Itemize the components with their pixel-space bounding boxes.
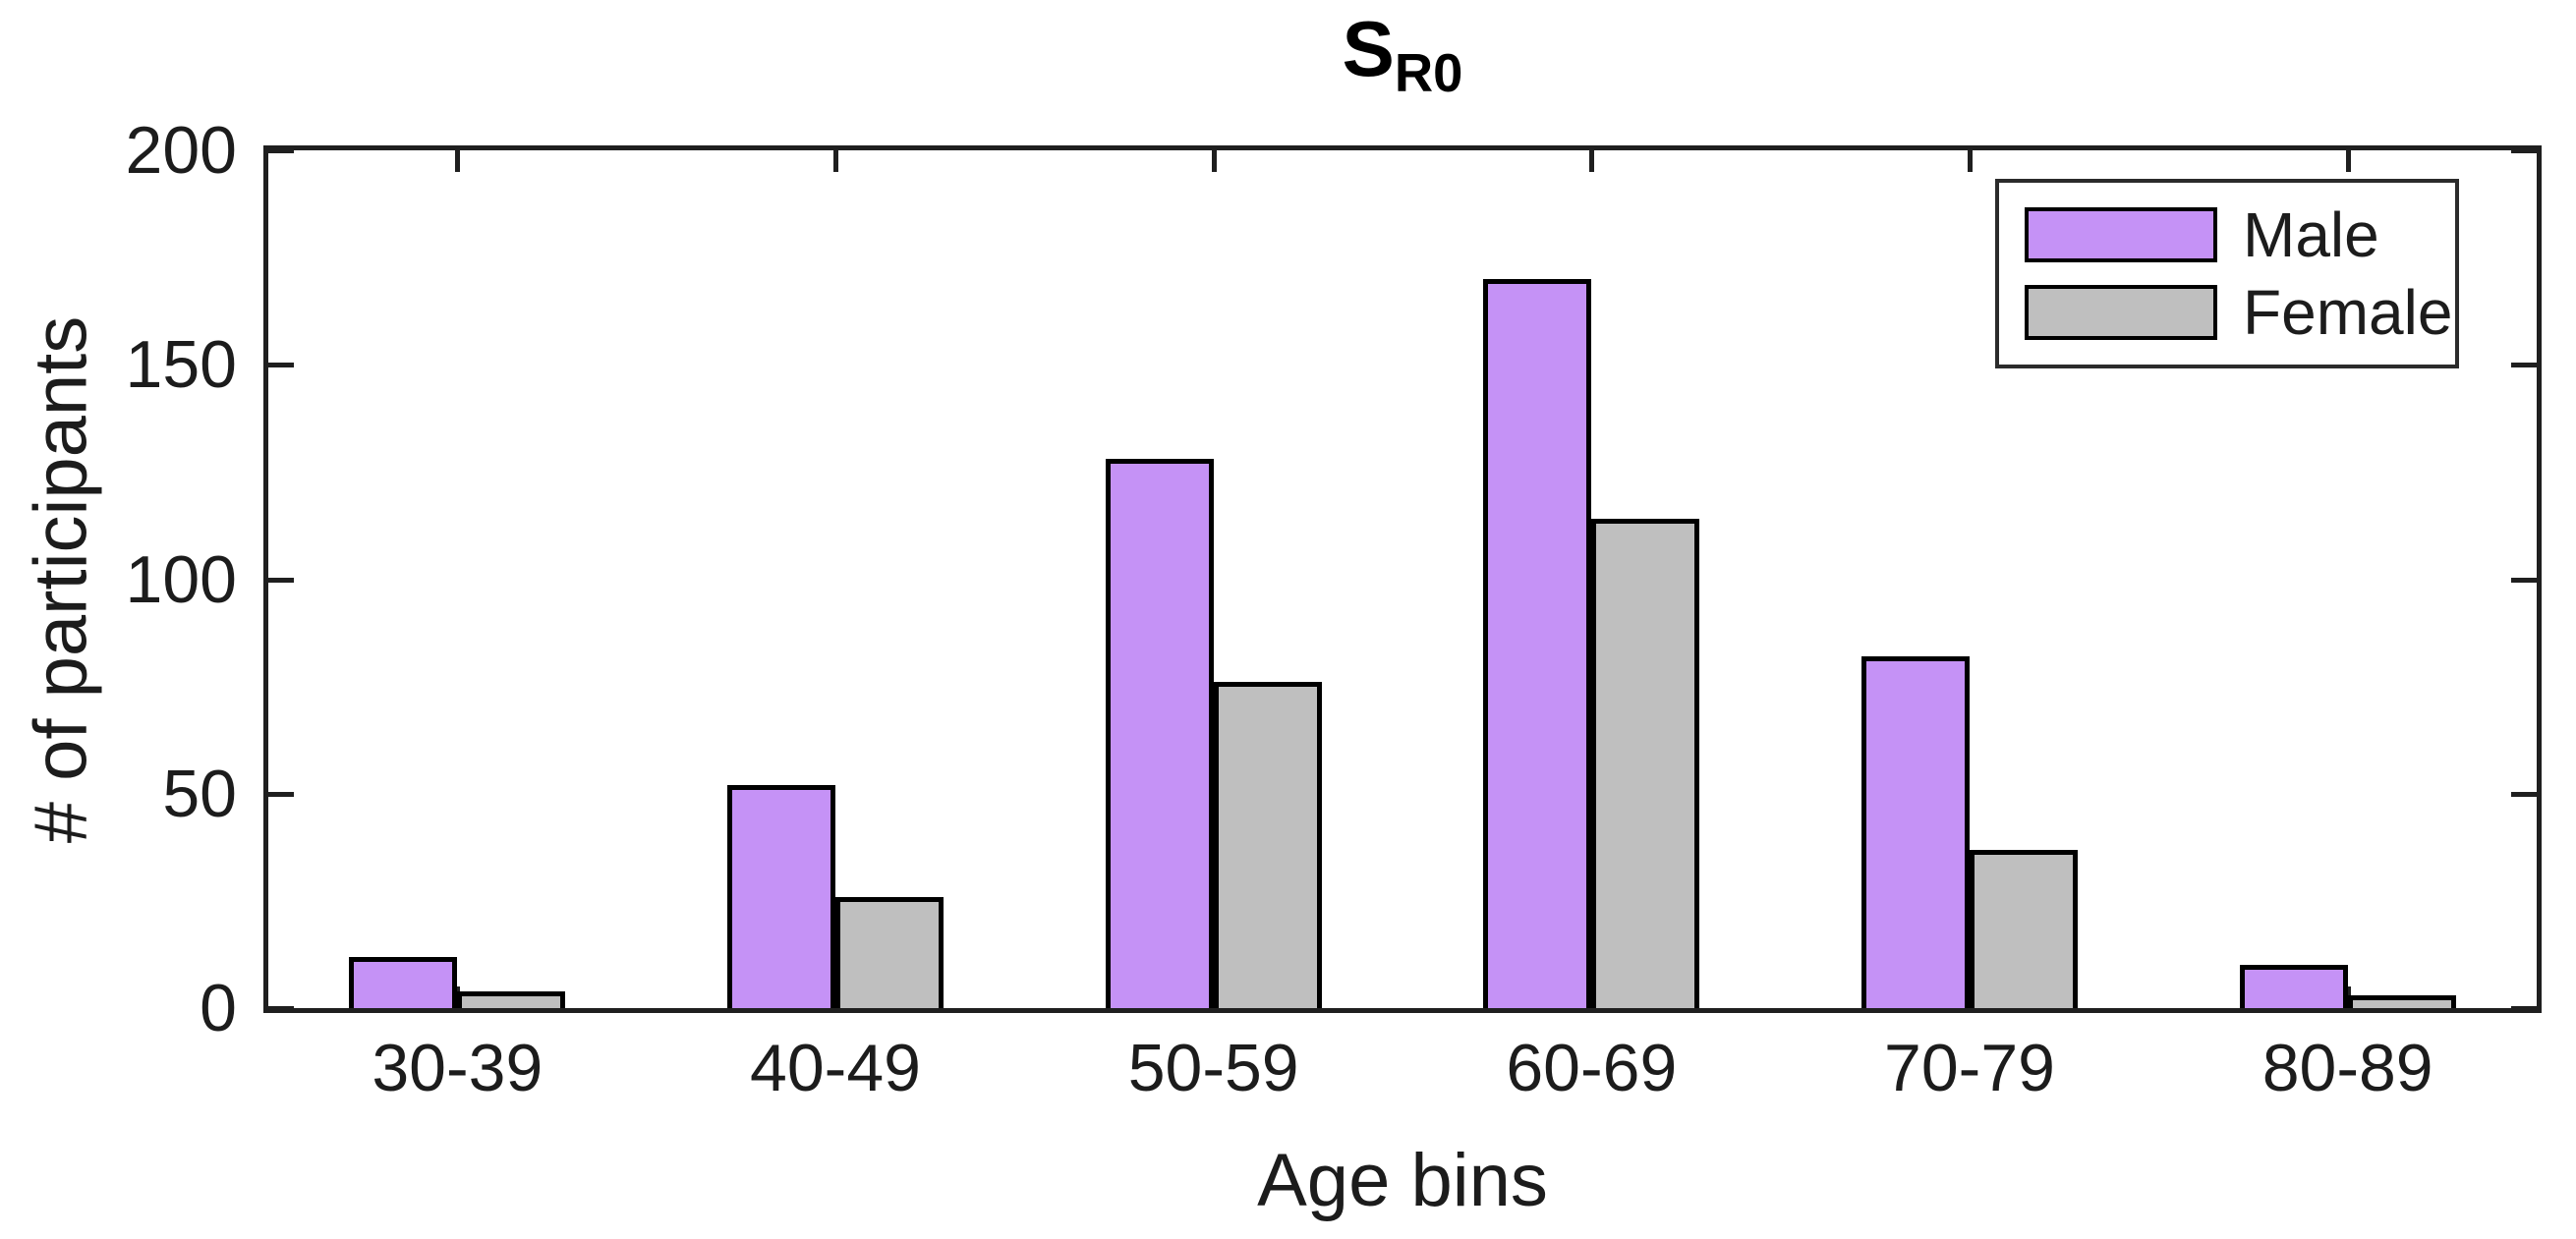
y-tick-right-0 xyxy=(2511,1006,2537,1011)
bar-female-40-49 xyxy=(835,896,944,1008)
bar-male-60-69 xyxy=(1483,278,1592,1008)
x-tick-top-70-79 xyxy=(1968,150,1973,172)
legend: Male Female xyxy=(1995,179,2459,368)
bar-male-30-39 xyxy=(349,956,458,1008)
y-tick-label-200: 200 xyxy=(125,113,237,188)
y-tick-label-50: 50 xyxy=(162,756,237,831)
bar-female-60-69 xyxy=(1591,519,1700,1008)
y-tick-right-150 xyxy=(2511,363,2537,368)
x-tick-top-50-59 xyxy=(1211,150,1217,172)
legend-label-male: Male xyxy=(2243,199,2379,270)
bar-female-70-79 xyxy=(1970,849,2078,1008)
x-tick-top-60-69 xyxy=(1589,150,1595,172)
bar-group-80-89 xyxy=(2158,150,2537,1008)
y-tick-label-0: 0 xyxy=(200,971,237,1045)
y-tick-right-100 xyxy=(2511,577,2537,583)
x-tick-label-30-39: 30-39 xyxy=(372,1031,544,1105)
bar-pair-40-49 xyxy=(727,150,944,1008)
y-axis-label: # of participants xyxy=(19,315,103,844)
bar-pair-70-79 xyxy=(1861,150,2078,1008)
legend-swatch-female xyxy=(2025,285,2217,340)
bar-group-30-39 xyxy=(268,150,647,1008)
bar-female-30-39 xyxy=(457,990,566,1008)
bar-male-70-79 xyxy=(1861,656,1971,1008)
bar-male-40-49 xyxy=(727,785,835,1008)
bar-male-50-59 xyxy=(1105,459,1214,1008)
x-axis-label: Age bins xyxy=(1257,1139,1548,1222)
plot-groups xyxy=(268,150,2537,1008)
y-tick-left-100 xyxy=(268,577,294,583)
bar-group-60-69 xyxy=(1402,150,1781,1008)
y-tick-label-100: 100 xyxy=(125,541,237,617)
x-tick-label-50-59: 50-59 xyxy=(1127,1031,1299,1105)
y-tick-left-200 xyxy=(268,148,294,153)
y-tick-left-50 xyxy=(268,791,294,797)
legend-item-male: Male xyxy=(2025,203,2455,266)
bar-group-70-79 xyxy=(1781,150,2159,1008)
x-tick-top-40-49 xyxy=(833,150,838,172)
legend-item-female: Female xyxy=(2025,281,2455,344)
chart-title-subscript: R0 xyxy=(1394,43,1463,104)
y-tick-label-150: 150 xyxy=(125,327,237,403)
bar-pair-60-69 xyxy=(1483,150,1700,1008)
chart-title-main: S xyxy=(1342,5,1395,92)
x-tick-top-30-39 xyxy=(455,150,461,172)
bar-group-50-59 xyxy=(1024,150,1402,1008)
bar-female-80-89 xyxy=(2347,994,2456,1008)
y-tick-right-200 xyxy=(2511,148,2537,153)
bar-pair-30-39 xyxy=(349,150,566,1008)
y-tick-left-0 xyxy=(268,1006,294,1011)
legend-swatch-male xyxy=(2025,207,2217,262)
y-tick-left-150 xyxy=(268,363,294,368)
legend-label-female: Female xyxy=(2243,277,2453,348)
y-tick-right-50 xyxy=(2511,791,2537,797)
x-tick-label-80-89: 80-89 xyxy=(2261,1031,2433,1105)
x-tick-label-60-69: 60-69 xyxy=(1506,1031,1678,1105)
bar-group-40-49 xyxy=(647,150,1025,1008)
bar-male-80-89 xyxy=(2239,965,2348,1008)
bar-pair-50-59 xyxy=(1105,150,1322,1008)
x-tick-label-40-49: 40-49 xyxy=(750,1031,921,1105)
bar-pair-80-89 xyxy=(2239,150,2456,1008)
bar-female-50-59 xyxy=(1213,682,1322,1008)
chart-title: SR0 xyxy=(263,5,2542,103)
x-tick-label-70-79: 70-79 xyxy=(1884,1031,2055,1105)
x-tick-top-80-89 xyxy=(2345,150,2351,172)
